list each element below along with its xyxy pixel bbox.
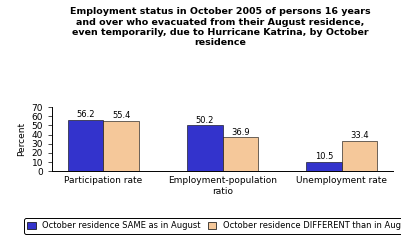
Text: 10.5: 10.5 xyxy=(315,152,333,161)
Text: 36.9: 36.9 xyxy=(231,128,250,137)
Bar xyxy=(103,120,139,171)
Bar xyxy=(187,125,223,171)
Text: 33.4: 33.4 xyxy=(350,131,369,140)
Bar xyxy=(342,141,377,171)
Bar xyxy=(68,120,103,171)
Legend: October residence SAME as in August, October residence DIFFERENT than in August: October residence SAME as in August, Oct… xyxy=(24,218,401,234)
Y-axis label: Percent: Percent xyxy=(17,122,26,156)
Text: 50.2: 50.2 xyxy=(196,116,214,125)
Bar xyxy=(223,138,258,171)
Bar xyxy=(306,162,342,171)
Text: 56.2: 56.2 xyxy=(76,110,95,119)
Text: Employment status in October 2005 of persons 16 years
and over who evacuated fro: Employment status in October 2005 of per… xyxy=(70,7,371,47)
Text: 55.4: 55.4 xyxy=(112,111,130,120)
